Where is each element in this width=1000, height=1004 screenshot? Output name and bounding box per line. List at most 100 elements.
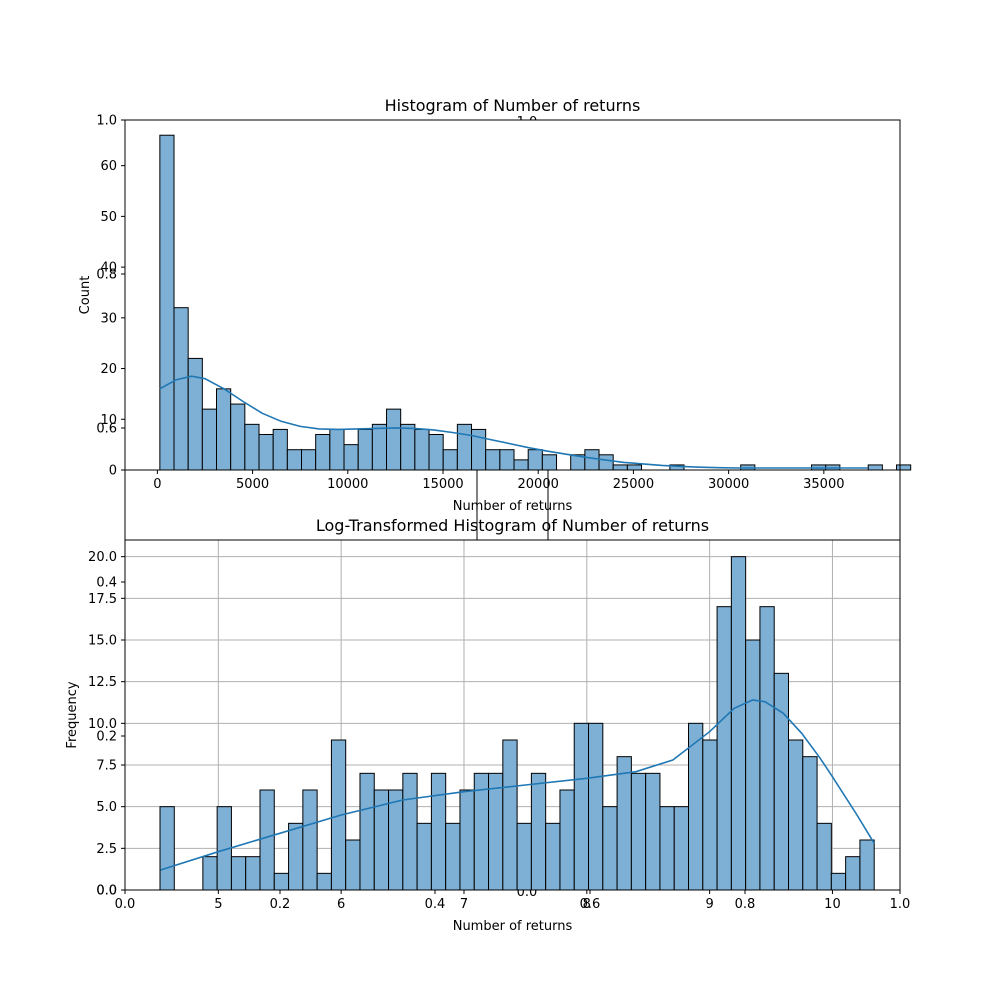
bottom-y-tick-label: 20.0 bbox=[88, 550, 117, 565]
ghost-x-tick-label: 0.0 bbox=[115, 897, 136, 912]
bottom-y-tick-label: 5.0 bbox=[96, 800, 117, 815]
top-y-axis-label: Count bbox=[78, 276, 93, 315]
bottom-histogram-bar bbox=[702, 739, 718, 891]
ghost-y-tick-label: 0.4 bbox=[96, 576, 117, 591]
top-y-tick-label: 0 bbox=[109, 464, 117, 479]
top-histogram-bar bbox=[258, 433, 274, 471]
top-x-tick-label: 35000 bbox=[803, 477, 844, 492]
bottom-x-tick-label: 8 bbox=[583, 897, 591, 912]
bottom-histogram-bar bbox=[273, 872, 290, 891]
top-histogram-bar bbox=[173, 307, 189, 471]
top-histogram-bar bbox=[159, 134, 175, 471]
ghost-x-tick-label: 0.8 bbox=[735, 897, 756, 912]
ghost-y-tick-label: 0.6 bbox=[96, 422, 117, 437]
top-histogram-bar bbox=[230, 403, 246, 471]
bottom-histogram-bar bbox=[359, 772, 375, 891]
bottom-x-tick-label: 10 bbox=[824, 897, 841, 912]
bottom-y-tick-label: 15.0 bbox=[88, 634, 117, 649]
bottom-histogram-bar bbox=[602, 806, 618, 891]
bottom-x-ticks: 5 6 7 8 9 10 bbox=[214, 890, 841, 912]
top-histogram-bar bbox=[301, 449, 317, 471]
bottom-y-axis-label: Frequency bbox=[65, 681, 80, 748]
bottom-histogram-bar bbox=[259, 789, 275, 891]
bottom-histogram-bar bbox=[730, 556, 747, 891]
top-histogram-bar bbox=[541, 454, 558, 471]
bottom-histogram-bar bbox=[688, 722, 704, 891]
bottom-histogram-bar bbox=[588, 722, 604, 891]
top-histogram-bar bbox=[357, 428, 373, 471]
bottom-y-tick-label: 17.5 bbox=[88, 592, 117, 607]
bottom-histogram-bar bbox=[530, 772, 547, 891]
bottom-y-tick-label: 0.0 bbox=[96, 884, 117, 899]
top-histogram-bar bbox=[499, 449, 515, 471]
top-histogram-bar bbox=[626, 464, 643, 471]
bottom-histogram-bar bbox=[673, 806, 690, 891]
bottom-y-tick-label: 12.5 bbox=[88, 675, 117, 690]
bottom-histogram-bar bbox=[788, 739, 804, 891]
top-histogram-bar bbox=[442, 449, 458, 471]
ghost-x-tick-label: 1.0 bbox=[890, 897, 911, 912]
top-histogram-bar bbox=[386, 408, 402, 471]
top-x-tick-label: 0 bbox=[153, 477, 161, 492]
ghost-x-tick-label: 0.4 bbox=[425, 897, 446, 912]
bottom-histogram-bar bbox=[316, 872, 332, 891]
ghost-y-tick-label: 0.2 bbox=[96, 730, 117, 745]
top-x-tick-label: 25000 bbox=[613, 477, 654, 492]
bottom-histogram-bar bbox=[302, 789, 318, 891]
bottom-histogram-bar bbox=[288, 822, 304, 891]
top-histogram-bar bbox=[485, 449, 501, 471]
bottom-x-tick-label: 9 bbox=[705, 897, 713, 912]
ghost-y-tick-label: 0.0 bbox=[96, 884, 117, 899]
bottom-histogram-bar bbox=[388, 789, 404, 891]
top-y-tick-label: 50 bbox=[100, 210, 117, 225]
bottom-x-tick-label: 6 bbox=[337, 897, 345, 912]
ghost-x-tick-label: 0.2 bbox=[270, 897, 291, 912]
top-histogram-bar bbox=[584, 449, 600, 471]
top-histogram-bar bbox=[371, 423, 388, 471]
bottom-axes-frame bbox=[124, 539, 901, 891]
top-x-tick-label: 5000 bbox=[236, 477, 269, 492]
bottom-histogram-bar bbox=[645, 772, 661, 891]
bottom-histogram-bar bbox=[502, 739, 518, 891]
bottom-histogram-bar bbox=[402, 772, 418, 891]
bottom-histogram-bar bbox=[802, 756, 818, 891]
bottom-histogram-bar bbox=[816, 822, 832, 891]
top-x-tick-label: 30000 bbox=[708, 477, 749, 492]
bottom-y-tick-label: 7.5 bbox=[96, 759, 117, 774]
top-x-tick-label: 10000 bbox=[327, 477, 368, 492]
top-histogram-bar bbox=[867, 464, 883, 471]
bottom-histogram-bar bbox=[516, 822, 532, 891]
top-histogram-bar bbox=[329, 428, 345, 471]
top-histogram-bar bbox=[244, 423, 260, 471]
top-histogram-bar bbox=[414, 428, 430, 471]
bottom-histogram-bar bbox=[459, 789, 475, 891]
top-histogram-bar bbox=[272, 428, 288, 471]
bottom-chart-title: Log-Transformed Histogram of Number of r… bbox=[316, 516, 709, 535]
bottom-x-tick-label: 5 bbox=[214, 897, 222, 912]
top-histogram-bar bbox=[527, 449, 543, 471]
bottom-histogram-bar bbox=[830, 872, 847, 891]
bottom-histogram-bar bbox=[745, 639, 761, 891]
top-histogram-bar bbox=[456, 423, 473, 471]
bottom-histogram-bar bbox=[845, 856, 861, 891]
top-plot-area bbox=[125, 120, 900, 470]
top-histogram-bar bbox=[201, 408, 218, 471]
top-y-ticks: 0 10 20 30 40 50 60 bbox=[100, 159, 125, 479]
top-histogram-bar bbox=[598, 454, 614, 471]
ghost-y-tick-label: 1.0 bbox=[96, 114, 117, 129]
top-axes-frame bbox=[124, 119, 901, 471]
bottom-histogram-bar bbox=[659, 806, 675, 891]
top-histogram-bar bbox=[612, 464, 628, 471]
top-histogram-bar bbox=[187, 357, 203, 471]
bottom-histogram-bar bbox=[430, 772, 447, 891]
top-y-tick-label: 10 bbox=[100, 413, 117, 428]
bottom-histogram-bar bbox=[245, 856, 261, 891]
bottom-histogram-bar bbox=[488, 772, 504, 891]
top-y-tick-label: 20 bbox=[100, 362, 117, 377]
top-histogram-bar bbox=[428, 433, 444, 471]
bottom-histogram-bar bbox=[416, 822, 432, 891]
top-kde-line bbox=[159, 375, 868, 469]
bottom-histogram-bar bbox=[630, 772, 647, 891]
